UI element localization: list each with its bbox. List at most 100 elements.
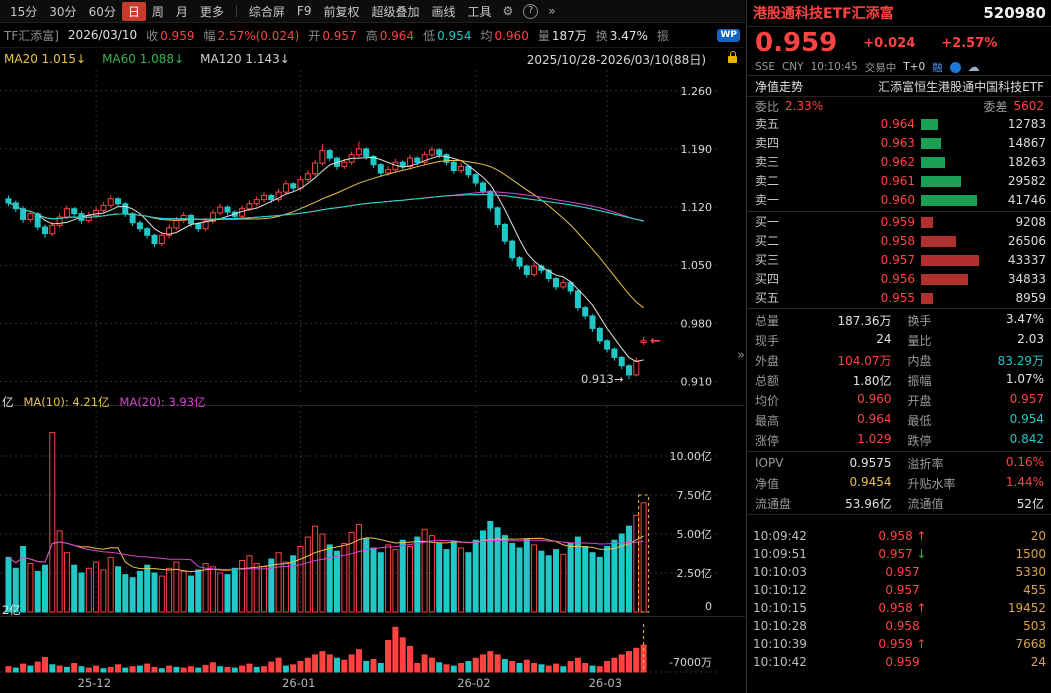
tool-F9[interactable]: F9 [296,4,312,18]
period-日[interactable]: 日 [121,1,146,21]
panel-collapse-icon[interactable]: » [737,348,745,363]
tool-前复权[interactable]: 前复权 [323,4,360,19]
ask-depth-bar [921,138,941,149]
stat-总额: 总额 1.80亿 [755,373,892,388]
nav-label[interactable]: 净值走势 [755,79,804,94]
nav-row[interactable]: 净值走势 汇添富恒生港股通中国科技ETF [747,76,1051,97]
nav-fund-name: 汇添富恒生港股通中国科技ETF [878,79,1044,94]
stat-流通盘: 流通盘 53.96亿 [755,496,892,511]
period-更多[interactable]: 更多 [199,4,224,19]
order-level-卖四[interactable]: 卖四 0.963 14867 [755,136,1046,150]
pane-divider [0,405,745,406]
period-30分[interactable]: 30分 [49,4,77,19]
stat-row: 流通盘 53.96亿 流通值 52亿 [747,493,1051,513]
weibi-value: 2.33% [785,99,824,113]
order-level-卖一[interactable]: 卖一 0.960 41746 [755,193,1046,207]
quote-收: 收 0.959 [146,28,195,43]
stats-grid: 总量 187.36万 换手 3.47% 现手 24 量比 2.03 外盘 104.07万 内盘 83.… [747,308,1051,451]
order-level-买四[interactable]: 买四 0.956 34833 [755,272,1046,286]
tick-row: 10:10:03 0.957 5330 [753,565,1046,579]
order-level-卖二[interactable]: 卖二 0.961 29582 [755,174,1046,188]
stat-最低: 最低 0.954 [907,411,1045,428]
tick-row: 10:10:12 0.957 455 [753,583,1046,597]
order-level-买三[interactable]: 买三 0.957 43337 [755,253,1046,267]
currency-label: CNY [781,61,804,73]
tool-工具[interactable]: 工具 [467,4,492,19]
panel-header: 港股通科技ETF汇添富 520980 [747,0,1051,27]
date-range[interactable]: 2025/10/28-2026/03/10(88日) [526,52,706,67]
svg-text:1.190: 1.190 [681,143,713,156]
tick-row: 10:10:28 0.958 503 [753,619,1046,633]
x-label-26-03: 26-03 [588,676,623,690]
stat-升贴水率: 升贴水率 1.44% [907,474,1045,491]
tool-画线[interactable]: 画线 [431,4,456,19]
lock-icon[interactable] [728,50,737,63]
bid-depth-bar [921,293,933,304]
chart-section: 15分 30分 60分日周月更多 综合屏 F9 前复权 超级叠加 画线 工具 ⚙ ? » TF… [0,0,745,693]
price-change: +0.024 [863,35,916,51]
flow-chart[interactable]: -7000万 [0,620,745,674]
chevron-right-icon[interactable]: » [548,4,556,18]
instrument-name: 港股通科技ETF汇添富 [753,6,894,22]
order-level-买二[interactable]: 买二 0.958 26506 [755,234,1046,248]
x-label-26-01: 26-01 [282,676,316,690]
ma-MA120: MA120 1.143↓ [200,52,290,66]
iopv-grid: IOPV 0.9575 溢折率 0.16% 净值 0.9454 升贴水率 1.44% 流通盘 53… [747,451,1051,514]
stat-溢折率: 溢折率 0.16% [907,454,1045,471]
quote-量: 量 187万 [537,28,587,43]
toolbar-divider [235,5,237,17]
order-level-卖五[interactable]: 卖五 0.964 12783 [755,117,1046,131]
quote-开: 开 0.957 [308,28,357,43]
level2-icon[interactable] [949,61,961,73]
period-60分[interactable]: 60分 [88,4,116,19]
tick-list[interactable]: 10:09:42 0.958 ↑ 20 10:09:51 0.957 ↓ 1500 10:1… [747,514,1051,693]
x-label-26-02: 26-02 [457,676,491,690]
candlestick-chart[interactable]: 1.260 1.190 1.120 1.050 0.980 0.910 0.913→ ← [0,70,745,394]
stat-row: 最高 0.964 最低 0.954 [747,410,1051,430]
period-月[interactable]: 月 [175,4,188,19]
quote-幅: 幅 2.57%(0.024) [203,28,300,43]
price-row: 0.959 +0.024 +2.57% [747,27,1051,59]
chart-panes: 1.260 1.190 1.120 1.050 0.980 0.910 0.913→ ← 亿 … [0,70,745,693]
quote-bar: TF汇添富] 2026/03/10 收 0.959 幅 2.57%(0.024) 开 0.… [0,23,745,48]
gear-icon[interactable]: ⚙ [502,4,514,18]
order-level-买一[interactable]: 买一 0.959 9208 [755,215,1046,229]
bid-depth-bar [921,217,933,228]
pane-divider-2 [0,616,745,617]
last-price: 0.959 [755,28,838,58]
help-icon[interactable]: ? [523,3,539,19]
svg-text:7.50亿: 7.50亿 [677,489,713,502]
toolbar-tools: 综合屏 F9 前复权 超级叠加 画线 工具 [243,2,498,21]
trading-status: 交易中 [864,61,897,74]
quote-date: 2026/03/10 [67,28,138,42]
x-label-25-12: 25-12 [77,676,112,690]
ask-depth-bar [921,176,961,187]
volume-legend: 亿 MA(10): 4.21亿 MA(20): 3.93亿 [2,394,206,410]
svg-text:1.260: 1.260 [681,85,713,98]
instrument-code: 520980 [983,4,1046,22]
svg-text:0: 0 [705,600,712,613]
tool-超级叠加[interactable]: 超级叠加 [371,4,420,19]
volume-chart[interactable]: 10.00亿 7.50亿 5.00亿 2.50亿 0 [0,406,745,614]
order-level-买五[interactable]: 买五 0.955 8959 [755,291,1046,305]
wp-logo-icon: WP [717,28,740,42]
stat-跌停: 跌停 0.842 [907,431,1045,448]
margin-badge[interactable]: 融 [932,61,943,74]
ask-depth-bar [921,157,945,168]
toolbar-periods: 15分 30分 60分日周月更多 [4,1,230,21]
svg-text:0.910: 0.910 [681,376,713,389]
period-周[interactable]: 周 [151,4,164,19]
period-15分[interactable]: 15分 [10,4,38,19]
ma-MA60: MA60 1.088↓ [102,52,185,66]
stat-均价: 均价 0.960 [755,391,892,408]
tool-综合屏[interactable]: 综合屏 [248,4,285,19]
order-level-卖三[interactable]: 卖三 0.962 18263 [755,155,1046,169]
cloud-icon[interactable]: ☁ [967,60,980,74]
tick-row: 10:09:51 0.957 ↓ 1500 [753,547,1046,561]
volume-unit-label: 亿 [2,395,14,409]
svg-text:0.913→: 0.913→ [581,372,624,386]
ask-depth-bar [921,119,938,130]
tick-row: 10:10:39 0.959 ↑ 7668 [753,637,1046,651]
bid-levels: 买一 0.959 9208 买二 0.958 26506 买三 0.957 43337 买四 0.9… [747,213,1051,308]
